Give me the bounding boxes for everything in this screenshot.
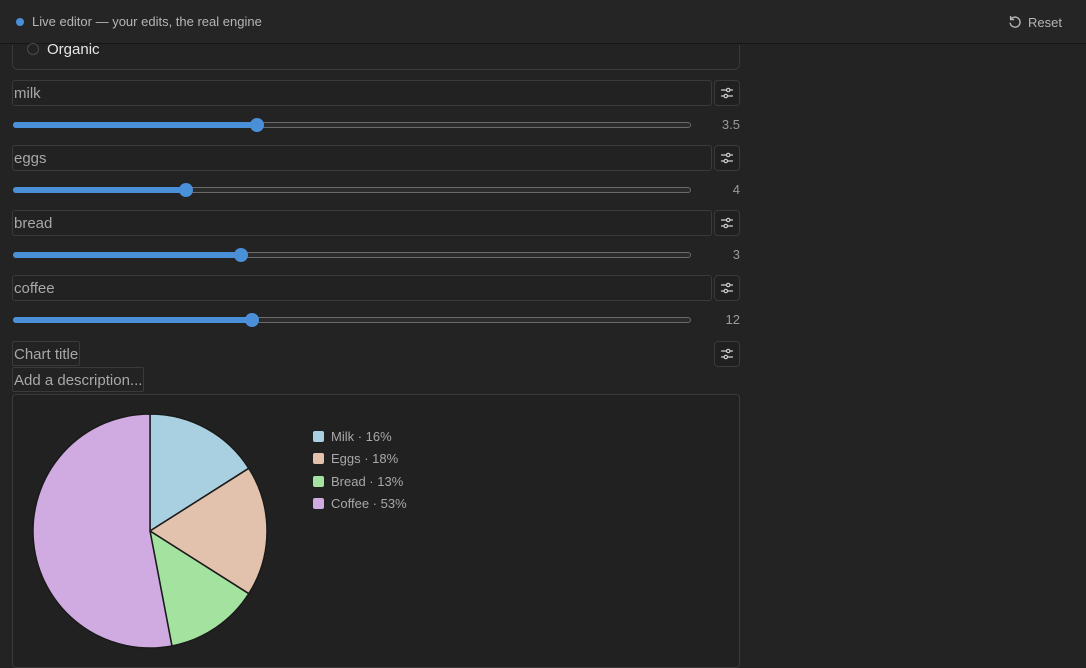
pie-chart: [32, 413, 268, 649]
field-row-milk: milk: [12, 80, 740, 106]
chart-legend: Milk · 16% Eggs · 18% Bread · 13% Coffee…: [313, 425, 407, 515]
top-bar: Live editor — your edits, the real engin…: [0, 0, 1086, 44]
slider-fill: [13, 252, 241, 258]
milk-slider[interactable]: 3.5: [12, 116, 740, 136]
slider-thumb[interactable]: [233, 248, 248, 262]
pie-slice-milk: [149, 413, 250, 532]
chart-settings-button[interactable]: [714, 341, 740, 367]
slider-fill: [13, 187, 186, 193]
pie-slice-coffee: [32, 413, 173, 649]
sliders-icon: [720, 87, 734, 99]
pie-chart-card: Milk · 16% Eggs · 18% Bread · 13% Coffee…: [12, 394, 740, 668]
live-status-dot: [16, 17, 24, 26]
field-row-bread: bread: [12, 210, 740, 236]
reset-icon: [1009, 15, 1021, 28]
eggs-settings-button[interactable]: [714, 145, 740, 171]
legend-label: Bread · 13%: [331, 473, 404, 489]
legend-swatch-coffee: [313, 498, 324, 510]
reset-label: Reset: [1028, 14, 1062, 30]
reset-button[interactable]: Reset: [1008, 13, 1062, 31]
slider-fill: [13, 122, 258, 128]
bread-slider[interactable]: 3: [12, 246, 740, 266]
legend-item: Coffee · 53%: [313, 493, 407, 516]
sliders-icon: [720, 217, 734, 229]
editor-title: Live editor — your edits, the real engin…: [32, 14, 262, 29]
eggs-name-input[interactable]: eggs: [12, 145, 712, 171]
eggs-slider[interactable]: 4: [12, 181, 740, 201]
milk-value: 3.5: [721, 117, 740, 132]
eggs-value: 4: [732, 182, 740, 197]
milk-name-input[interactable]: milk: [12, 80, 712, 106]
coffee-name-input[interactable]: coffee: [12, 275, 712, 301]
description-input[interactable]: Add a description...: [12, 367, 145, 392]
chart-title-input[interactable]: Chart title: [12, 341, 81, 366]
pie-slice-bread: [149, 530, 250, 647]
pie-slice-eggs: [149, 467, 268, 595]
legend-label: Coffee · 53%: [331, 496, 407, 512]
field-row-coffee: coffee: [12, 275, 740, 301]
slider-fill: [13, 317, 252, 323]
bread-value: 3: [732, 247, 740, 262]
legend-item: Eggs · 18%: [313, 448, 407, 471]
legend-label: Eggs · 18%: [331, 451, 399, 467]
legend-label: Milk · 16%: [331, 428, 392, 444]
slider-thumb[interactable]: [244, 313, 259, 327]
organic-radio[interactable]: [27, 43, 39, 55]
legend-item: Milk · 16%: [313, 425, 407, 448]
legend-swatch-milk: [313, 430, 324, 442]
field-row-eggs: eggs: [12, 145, 740, 171]
slider-thumb[interactable]: [250, 118, 265, 132]
coffee-settings-button[interactable]: [714, 275, 740, 301]
bread-settings-button[interactable]: [714, 210, 740, 236]
sliders-icon: [720, 282, 734, 294]
organic-option-group: Organic: [12, 41, 740, 70]
legend-item: Bread · 13%: [313, 470, 407, 493]
sliders-icon: [720, 152, 734, 164]
legend-swatch-eggs: [313, 453, 324, 465]
sliders-icon: [720, 348, 734, 360]
legend-swatch-bread: [313, 475, 324, 487]
coffee-slider[interactable]: 12: [12, 311, 740, 331]
slider-thumb[interactable]: [178, 183, 193, 197]
coffee-value: 12: [725, 312, 740, 327]
milk-settings-button[interactable]: [714, 80, 740, 106]
organic-label: Organic: [47, 41, 100, 58]
bread-name-input[interactable]: bread: [12, 210, 712, 236]
